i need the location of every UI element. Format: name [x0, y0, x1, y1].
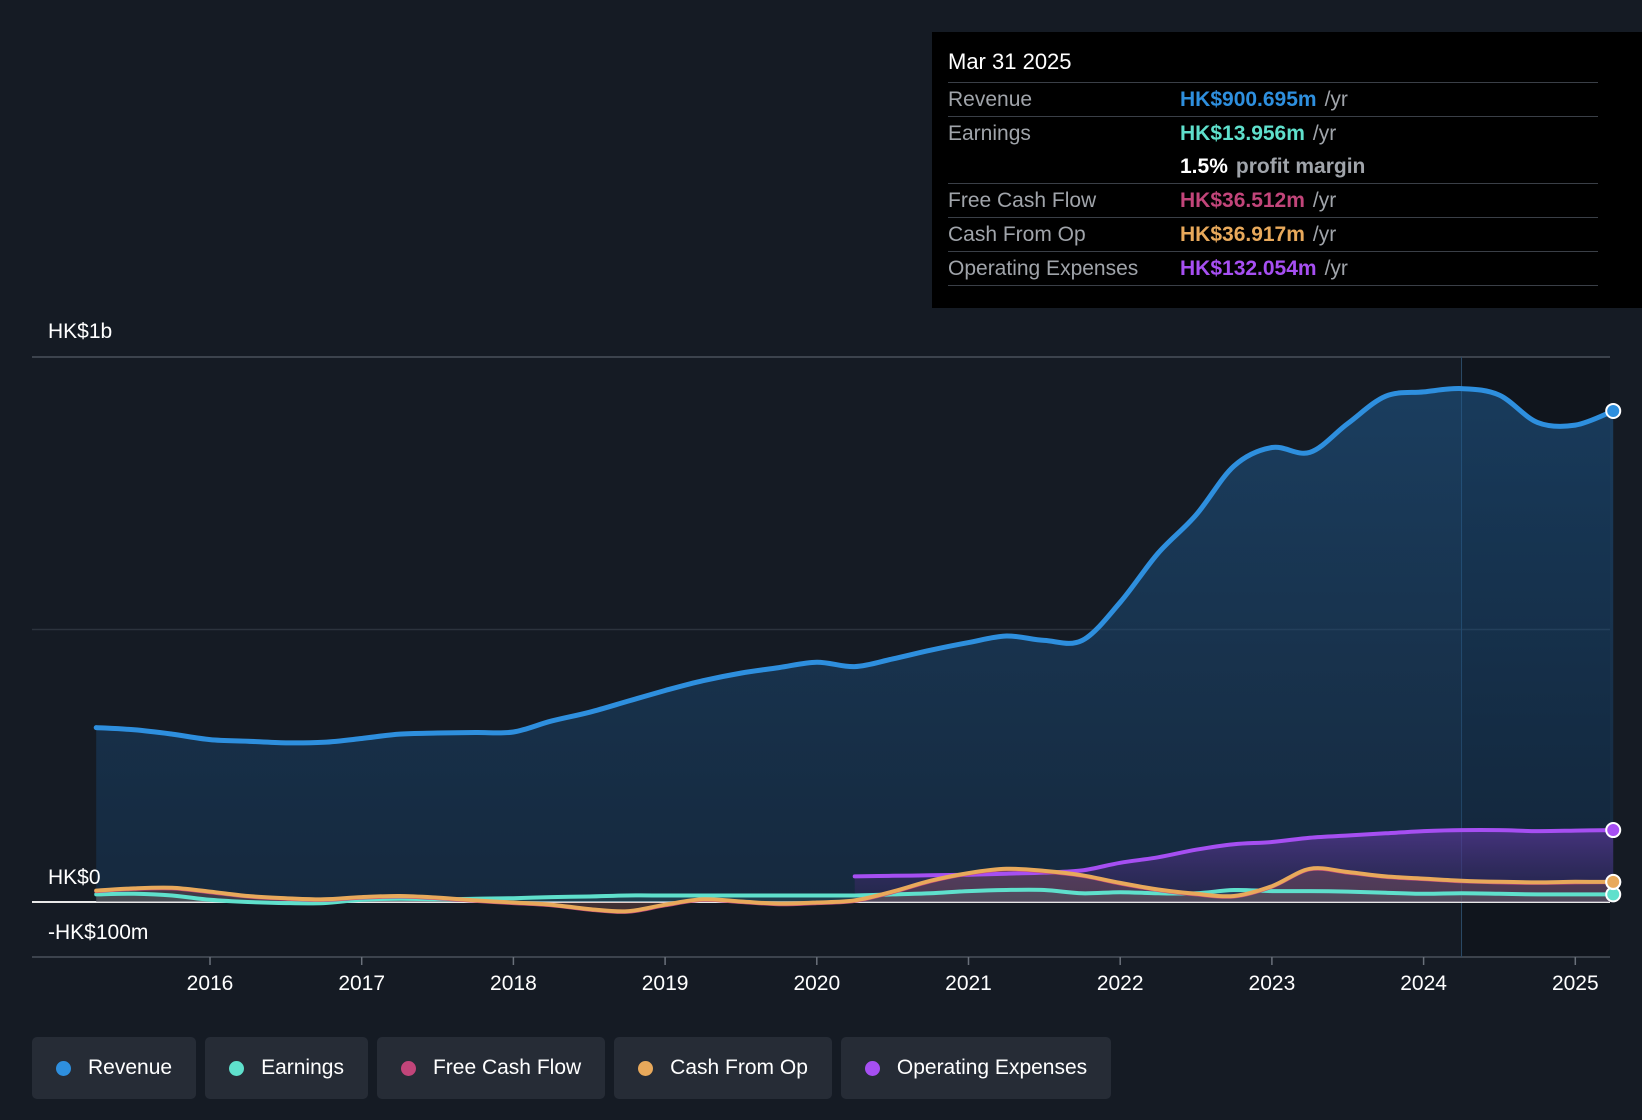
x-tick-label-2024: 2024 [1400, 972, 1447, 995]
y-label-zero: HK$0 [48, 866, 101, 889]
legend-label-free-cash-flow: Free Cash Flow [432, 1056, 582, 1079]
tooltip-revenue-value: HK$900.695m [1180, 87, 1317, 111]
area-opex [854, 829, 1614, 902]
tooltip-margin-row: 1.5% profit margin [948, 150, 1598, 183]
x-tick-label-2023: 2023 [1249, 972, 1296, 995]
series-line-opex [852, 827, 1616, 879]
legend-dot-free-cash-flow [400, 1060, 416, 1076]
legend-item-operating-expenses[interactable]: Operating Expenses [840, 1037, 1112, 1099]
legend-label-earnings: Earnings [261, 1056, 344, 1079]
x-tick-label-2020: 2020 [793, 972, 840, 995]
tooltip-opex-unit: /yr [1324, 256, 1348, 280]
tooltip-revenue-label: Revenue [948, 87, 1033, 111]
x-tick-label-2022: 2022 [1097, 972, 1144, 995]
tooltip-fcf-value: HK$36.512m [1180, 188, 1305, 212]
end-dot-opex [1605, 822, 1622, 839]
tooltip-earnings-value: HK$13.956m [1180, 121, 1305, 145]
y-label-top: HK$1b [48, 320, 113, 343]
tooltip-fcf-row: Free Cash Flow HK$36.512m /yr [948, 183, 1598, 217]
x-tick-label-2018: 2018 [490, 972, 537, 995]
tooltip-earnings-unit: /yr [1312, 121, 1337, 145]
legend-label-operating-expenses: Operating Expenses [896, 1056, 1088, 1079]
tooltip-margin-value: 1.5% [1180, 154, 1228, 178]
tooltip-revenue-unit: /yr [1324, 87, 1348, 111]
x-tick-label-2019: 2019 [642, 972, 689, 995]
tooltip-earnings-row: Earnings HK$13.956m /yr [948, 116, 1598, 150]
tooltip-date: Mar 31 2025 [948, 49, 1072, 74]
x-tick-label-2016: 2016 [187, 972, 234, 995]
legend-label-revenue: Revenue [88, 1056, 173, 1079]
tooltip-fcf-unit: /yr [1312, 188, 1337, 212]
tooltip-cfo-value: HK$36.917m [1180, 222, 1305, 246]
tooltip-opex-value: HK$132.054m [1180, 256, 1317, 280]
series-line-earnings [94, 887, 1616, 906]
tooltip-cfo-row: Cash From Op HK$36.917m /yr [948, 217, 1598, 251]
x-tick-label-2025: 2025 [1552, 972, 1599, 995]
end-dot-revenue [1605, 402, 1622, 419]
tooltip-earnings-label: Earnings [948, 121, 1031, 145]
legend-dot-revenue [56, 1060, 71, 1076]
area-revenue [96, 388, 1614, 903]
legend-dot-earnings [229, 1060, 245, 1076]
tooltip-cfo-unit: /yr [1312, 222, 1337, 246]
y-label-bottom: -HK$100m [48, 921, 149, 944]
legend-dot-cash-from-op [638, 1060, 654, 1076]
tooltip-opex-row: Operating Expenses HK$132.054m /yr [948, 251, 1598, 286]
legend-dot-operating-expenses [864, 1060, 880, 1076]
tooltip-opex-label: Operating Expenses [948, 256, 1139, 280]
end-dot-cfo [1605, 873, 1622, 890]
x-tick-label-2021: 2021 [945, 972, 992, 995]
x-tick-label-2017: 2017 [338, 972, 385, 995]
series-line-cfo [94, 866, 1616, 914]
tooltip-cfo-label: Cash From Op [948, 222, 1086, 246]
tooltip-fcf-label: Free Cash Flow [948, 188, 1097, 212]
legend-label-cash-from-op: Cash From Op [670, 1056, 808, 1079]
tooltip: Mar 31 2025 Revenue HK$900.695m /yr Earn… [932, 32, 1642, 308]
legend-item-earnings[interactable]: Earnings [205, 1037, 368, 1099]
tooltip-revenue-row: Revenue HK$900.695m /yr [948, 82, 1598, 116]
legend-item-revenue[interactable]: Revenue [32, 1037, 197, 1099]
legend-item-free-cash-flow[interactable]: Free Cash Flow [376, 1037, 606, 1099]
series-line-revenue [93, 386, 1616, 746]
legend-item-cash-from-op[interactable]: Cash From Op [614, 1037, 832, 1099]
legend: Revenue Earnings Free Cash Flow Cash Fro… [32, 1037, 1112, 1099]
tooltip-margin-label: profit margin [1235, 154, 1366, 178]
